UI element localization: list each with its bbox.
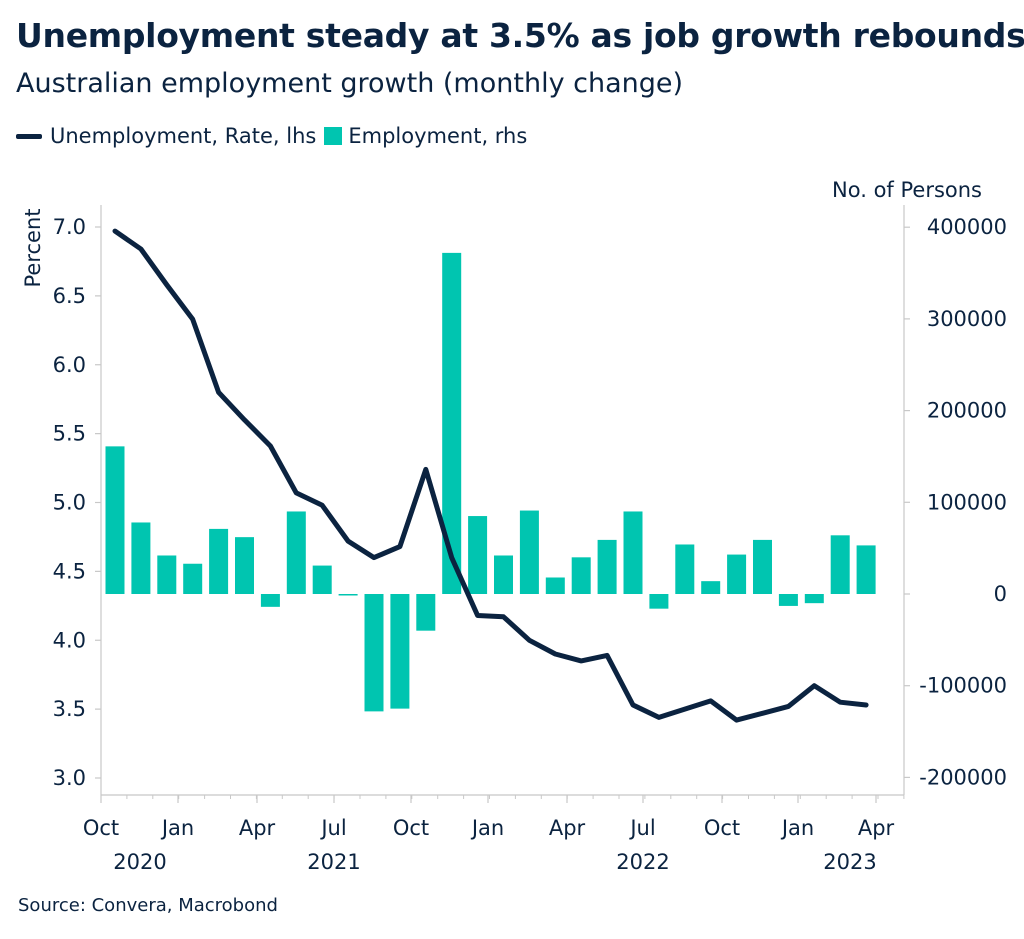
- right-tick-label: 0: [994, 582, 1007, 606]
- right-tick-label: 100000: [927, 490, 1007, 514]
- chart-subtitle: Australian employment growth (monthly ch…: [16, 68, 684, 99]
- source-note: Source: Convera, Macrobond: [18, 895, 278, 916]
- left-tick-label: 6.0: [53, 353, 86, 377]
- employment-bar: [649, 594, 669, 609]
- x-month-label: Apr: [239, 816, 276, 840]
- x-month-label: Apr: [858, 816, 895, 840]
- legend-line-swatch: [16, 133, 42, 139]
- right-tick-label: 300000: [927, 307, 1007, 331]
- unemployment-line: [112, 228, 869, 723]
- x-year-label: 2022: [616, 850, 669, 874]
- right-tick-label: -200000: [919, 765, 1007, 789]
- right-tick-label: 200000: [927, 399, 1007, 423]
- x-month-label: Jan: [470, 816, 504, 840]
- employment-bar: [442, 252, 462, 594]
- left-tick-label: 3.0: [53, 766, 86, 790]
- employment-bar: [157, 555, 177, 594]
- employment-bar: [830, 535, 850, 594]
- employment-bar: [753, 539, 772, 594]
- x-month-label: Apr: [549, 816, 586, 840]
- employment-bar: [701, 581, 721, 594]
- right-tick-label: -100000: [919, 674, 1007, 698]
- employment-bar: [571, 557, 591, 594]
- legend-line-label: Unemployment, Rate, lhs: [50, 124, 317, 148]
- employment-bar: [804, 594, 824, 604]
- employment-bar: [468, 516, 488, 594]
- employment-bar: [235, 537, 254, 594]
- employment-bar: [416, 594, 436, 631]
- employment-bar: [131, 522, 151, 594]
- chart-title: Unemployment steady at 3.5% as job growt…: [16, 16, 1024, 55]
- employment-bar: [675, 544, 695, 594]
- x-month-label: Jul: [319, 816, 346, 840]
- employment-bar: [597, 539, 617, 594]
- employment-bar: [209, 528, 229, 594]
- x-month-label: Jan: [780, 816, 814, 840]
- x-month-label: Oct: [393, 816, 429, 840]
- left-tick-label: 5.5: [53, 422, 86, 446]
- employment-bar: [623, 511, 643, 594]
- employment-bar: [519, 510, 539, 594]
- x-month-label: Oct: [83, 816, 119, 840]
- left-tick-label: 4.0: [53, 628, 86, 652]
- x-year-label: 2021: [307, 850, 360, 874]
- employment-bar: [856, 545, 876, 594]
- employment-bar: [778, 594, 798, 606]
- left-tick-label: 6.5: [53, 284, 86, 308]
- employment-bar: [545, 577, 565, 594]
- employment-bar: [105, 446, 125, 594]
- x-month-label: Jul: [628, 816, 655, 840]
- left-tick-label: 4.5: [53, 559, 86, 583]
- employment-bar: [183, 563, 203, 594]
- legend: Unemployment, Rate, lhs Employment, rhs: [16, 124, 527, 148]
- employment-bar: [727, 554, 747, 594]
- employment-bar: [312, 565, 332, 594]
- left-tick-label: 5.0: [53, 491, 86, 515]
- legend-bar-swatch: [324, 127, 343, 145]
- employment-bar: [260, 594, 280, 607]
- employment-bar: [338, 594, 358, 596]
- right-tick-label: 400000: [927, 215, 1007, 239]
- left-axis-title: Percent: [21, 208, 45, 287]
- employment-bar: [364, 594, 384, 712]
- employment-bar: [494, 555, 513, 594]
- x-year-label: 2020: [113, 850, 166, 874]
- x-month-label: Jan: [160, 816, 194, 840]
- left-tick-label: 3.5: [53, 697, 86, 721]
- x-year-label: 2023: [823, 850, 876, 874]
- employment-bar: [286, 511, 306, 594]
- x-month-label: Oct: [704, 816, 740, 840]
- right-axis-title: No. of Persons: [832, 178, 982, 202]
- legend-bar-label: Employment, rhs: [348, 124, 528, 148]
- left-tick-label: 7.0: [53, 215, 86, 239]
- employment-bar: [390, 594, 410, 709]
